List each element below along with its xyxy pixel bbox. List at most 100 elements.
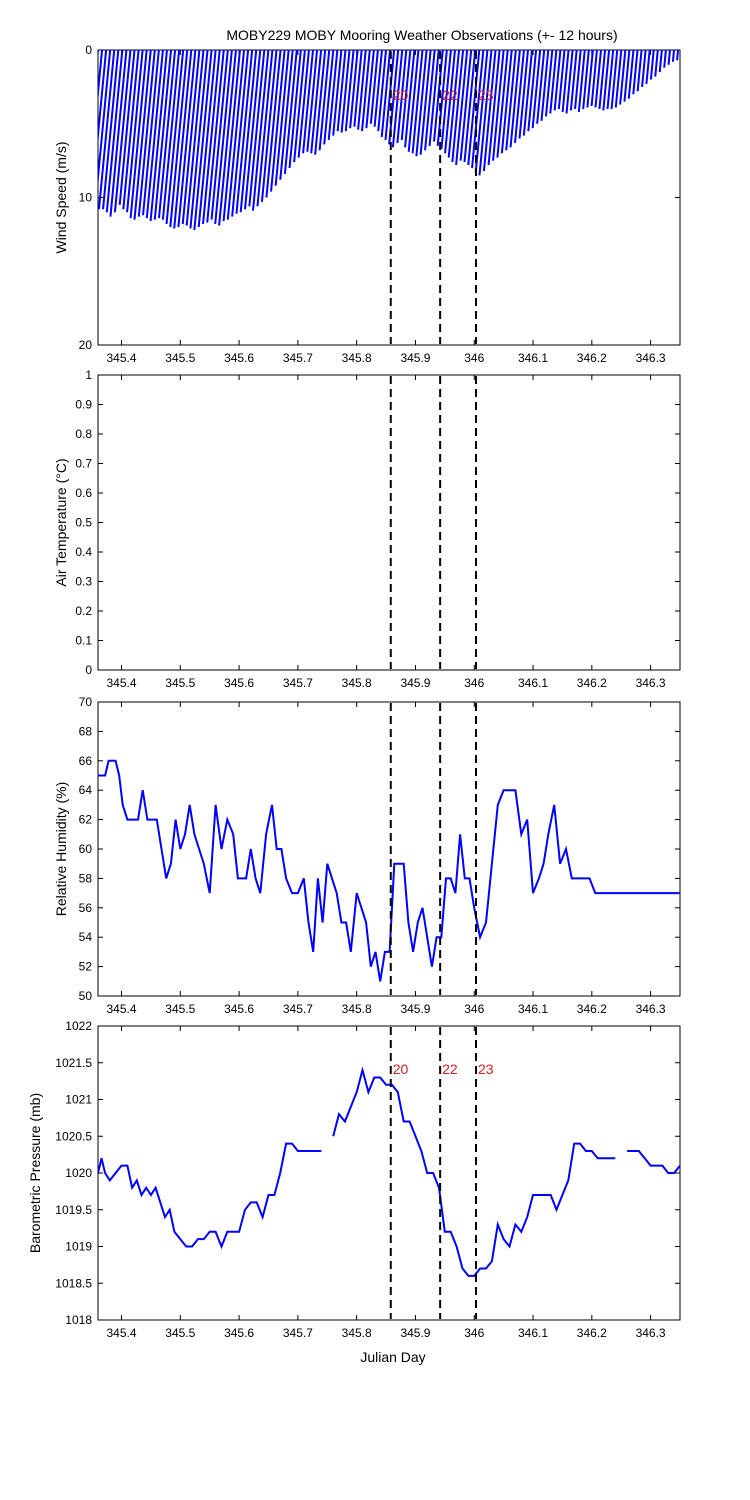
x-tick-label: 346.1 <box>518 676 548 690</box>
y-tick-label: 1018 <box>65 1313 92 1327</box>
y-tick-label: 1 <box>85 368 92 382</box>
wind-stick <box>474 50 489 173</box>
x-tick-label: 346.3 <box>636 676 666 690</box>
wind-stick <box>279 50 294 180</box>
wind-stick <box>509 50 521 148</box>
wind-stick <box>310 50 323 154</box>
y-tick-label: 0.5 <box>75 516 92 530</box>
wind-stick <box>623 50 631 102</box>
wind-stick <box>98 50 99 61</box>
wind-stick <box>569 50 578 111</box>
x-tick-label: 346 <box>464 1326 484 1340</box>
y-tick-label: 0.6 <box>75 486 92 500</box>
y-tick-label: 20 <box>79 338 93 352</box>
wind-stick <box>514 50 525 144</box>
panel-3: 50 52 54 56 58 60 62 64 66 68 70 345.4 345.5 345.6 345… <box>53 695 681 1016</box>
wind-stick <box>676 50 680 61</box>
wind-stick <box>606 50 615 110</box>
wind-stick <box>206 50 225 223</box>
y-tick-label: 1022 <box>65 1019 92 1033</box>
wind-stick <box>377 50 387 132</box>
x-tick-label: 346.1 <box>518 351 548 365</box>
wind-stick <box>327 50 339 141</box>
wind-stick <box>357 50 367 130</box>
wind-stick <box>658 50 663 73</box>
y-tick-label: 1020 <box>65 1166 92 1180</box>
wind-stick <box>283 50 298 174</box>
wind-stick <box>142 50 160 216</box>
wind-stick <box>344 50 355 132</box>
wind-stick <box>235 50 254 214</box>
x-tick-label: 345.4 <box>106 676 136 690</box>
wind-stick <box>549 50 558 114</box>
x-tick-label: 345.7 <box>283 676 313 690</box>
data-layer <box>98 759 680 982</box>
wind-stick <box>226 50 246 220</box>
y-tick-label: 54 <box>79 930 93 944</box>
series-line <box>627 1150 680 1174</box>
wind-stick <box>641 50 647 87</box>
wind-stick <box>636 50 643 92</box>
event-marker-label: 22 <box>442 1061 458 1077</box>
x-tick-label: 345.6 <box>224 1002 254 1016</box>
wind-stick <box>185 50 205 226</box>
plot-frame <box>97 1025 681 1321</box>
wind-stick <box>577 50 586 113</box>
wind-stick <box>522 50 534 136</box>
x-tick-label: 345.6 <box>224 1326 254 1340</box>
wind-stick <box>98 50 108 146</box>
wind-stick <box>248 50 266 207</box>
wind-stick <box>505 50 517 151</box>
wind-stick <box>161 50 181 220</box>
wind-stick <box>365 50 375 129</box>
wind-stick <box>561 50 570 113</box>
wind-stick <box>256 50 274 207</box>
wind-stick <box>373 50 383 127</box>
wind-stick <box>133 50 152 220</box>
wind-stick <box>467 50 481 166</box>
series-line <box>98 1142 322 1250</box>
y-tick-label: 64 <box>79 783 93 797</box>
wind-stick <box>118 50 136 205</box>
series-line <box>332 1066 616 1277</box>
wind-stick <box>500 50 513 154</box>
wind-stick <box>671 50 675 62</box>
y-tick-label: 1019 <box>65 1240 92 1254</box>
wind-stick <box>590 50 598 107</box>
wind-stick <box>424 50 436 151</box>
x-tick-label: 345.8 <box>342 1326 372 1340</box>
event-marker-label: 23 <box>478 1061 494 1077</box>
x-tick-label: 345.5 <box>165 676 195 690</box>
wind-stick <box>306 50 319 152</box>
x-tick-label: 345.7 <box>283 1002 313 1016</box>
wind-stick <box>496 50 509 158</box>
wind-stick <box>396 50 408 144</box>
wind-stick <box>540 50 550 121</box>
x-tick-label: 346.1 <box>518 1326 548 1340</box>
x-tick-label: 345.7 <box>283 351 313 365</box>
wind-stick <box>645 50 651 85</box>
x-tick-label: 346.3 <box>636 1326 666 1340</box>
wind-stick <box>265 50 282 198</box>
wind-stick <box>173 50 193 229</box>
wind-stick <box>177 50 197 228</box>
wind-stick <box>231 50 250 217</box>
x-tick-label: 345.9 <box>400 351 430 365</box>
x-tick-label: 346.2 <box>577 1002 607 1016</box>
wind-stick <box>214 50 233 225</box>
wind-stick <box>428 50 440 146</box>
wind-stick <box>459 50 473 161</box>
wind-stick <box>627 50 635 99</box>
wind-stick <box>323 50 335 145</box>
series-line <box>98 759 680 982</box>
panel-1: 0 10 20 345.4 345.5 345.6 345.7 345.8 345.9 346 34… <box>53 43 681 365</box>
wind-stick <box>149 50 168 222</box>
wind-stick <box>314 50 327 155</box>
wind-stick <box>632 50 639 95</box>
wind-stick <box>471 50 485 169</box>
wind-stick <box>318 50 331 151</box>
y-axis-label: Wind Speed (m/s) <box>53 141 69 253</box>
wind-stick <box>404 50 416 148</box>
